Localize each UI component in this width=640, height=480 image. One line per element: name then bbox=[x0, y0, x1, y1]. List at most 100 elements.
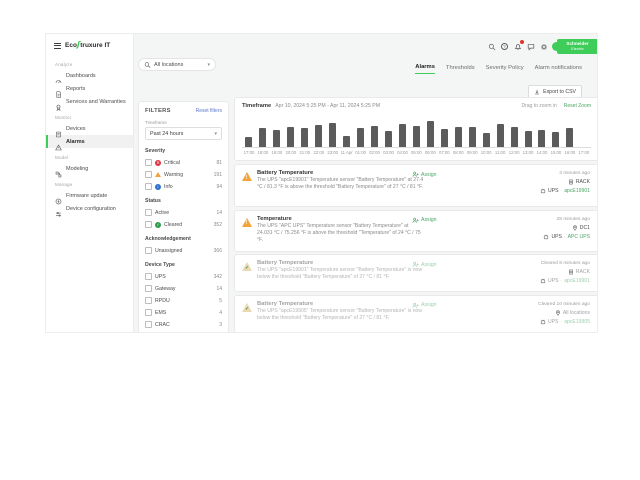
chart-bar bbox=[524, 131, 532, 147]
alarm-location: All locations bbox=[538, 310, 590, 316]
checkbox[interactable] bbox=[145, 221, 152, 228]
sidebar-item-devices[interactable]: Devices bbox=[46, 122, 133, 138]
alarm-row[interactable]: Battery Temperature The UPS "apcE19901" … bbox=[234, 254, 597, 292]
tab-alarm-notifications[interactable]: Alarm notifications bbox=[534, 65, 582, 71]
chart-bar bbox=[412, 126, 420, 147]
chart-column[interactable]: 18:00 bbox=[255, 113, 270, 155]
chart-column[interactable]: 11:00 bbox=[493, 113, 508, 155]
alarm-row[interactable]: Battery Temperature The UPS "apcE19905" … bbox=[234, 294, 597, 332]
assign-person-icon bbox=[412, 171, 419, 177]
chart-column[interactable]: 22:00 bbox=[311, 113, 326, 155]
tab-severity-policy[interactable]: Severity Policy bbox=[485, 65, 524, 71]
chart-column[interactable]: 09:00 bbox=[465, 113, 480, 155]
checkbox[interactable] bbox=[145, 209, 152, 216]
reset-filters-link[interactable]: Reset filters bbox=[195, 108, 222, 114]
rack-icon bbox=[568, 269, 574, 275]
chart-bar bbox=[468, 127, 476, 147]
timeframe-title: Timeframe bbox=[242, 103, 272, 109]
search-icon[interactable] bbox=[487, 42, 496, 51]
assign-button[interactable]: Assign bbox=[412, 261, 437, 268]
chart-column[interactable]: 23:00 bbox=[325, 113, 340, 155]
chart-column[interactable]: 08:00 bbox=[451, 113, 466, 155]
assign-button[interactable]: Assign bbox=[412, 302, 437, 309]
alarm-activity-chart[interactable]: 17:00 18:00 19:00 20:00 21:00 22:00 23:00 11 Ap… bbox=[242, 113, 591, 155]
checkbox[interactable] bbox=[145, 297, 152, 304]
chart-column[interactable]: 14:00 bbox=[535, 113, 549, 155]
filter-option-gateway: Gateway 14 bbox=[145, 285, 222, 292]
sidebar-item-modeling[interactable]: Modeling bbox=[46, 162, 133, 178]
filter-option-label: Gateway bbox=[155, 285, 176, 292]
checkbox[interactable] bbox=[145, 273, 152, 280]
chart-column[interactable]: 05:00 bbox=[409, 113, 424, 155]
sidebar-item-label: Reports bbox=[66, 85, 86, 92]
chart-column[interactable]: 11 Apr bbox=[339, 113, 354, 155]
chart-column[interactable]: 10:00 bbox=[479, 113, 494, 155]
sidebar-item-firmware-update[interactable]: Firmware update bbox=[46, 189, 133, 205]
chart-column[interactable]: 19:00 bbox=[269, 113, 284, 155]
assign-button[interactable]: Assign bbox=[412, 171, 437, 178]
chart-column[interactable]: 07:00 bbox=[437, 113, 452, 155]
alarm-device-link[interactable]: apcE19901 bbox=[564, 278, 590, 284]
ups-icon bbox=[540, 319, 546, 325]
sidebar-section-manage: Manage bbox=[55, 182, 73, 187]
notifications-bell-icon[interactable] bbox=[513, 40, 524, 51]
tab-alarms[interactable]: Alarms bbox=[415, 64, 435, 74]
location-selector[interactable]: All locations ▾ bbox=[138, 58, 216, 71]
checkbox[interactable] bbox=[145, 183, 152, 190]
chart-column[interactable]: 03:00 bbox=[381, 113, 396, 155]
reset-zoom-link[interactable]: Reset Zoom bbox=[563, 103, 591, 109]
app-header: Ecoʃtruxure IT bbox=[46, 34, 133, 55]
warning-icon bbox=[242, 172, 252, 181]
chart-column[interactable]: 20:00 bbox=[283, 113, 298, 155]
alarm-device-link[interactable]: apcE19901 bbox=[564, 188, 590, 194]
chart-column[interactable]: 17:00 bbox=[576, 113, 591, 155]
filter-option-label: Warning bbox=[164, 171, 184, 178]
checkbox[interactable] bbox=[145, 171, 152, 178]
chart-tick-label: 14:00 bbox=[536, 150, 548, 155]
alarm-device-link[interactable]: APC UPS bbox=[567, 233, 590, 240]
ups-icon bbox=[540, 278, 546, 284]
chart-column[interactable]: 02:00 bbox=[367, 113, 382, 155]
settings-gear-icon[interactable] bbox=[539, 42, 548, 51]
schneider-electric-logo[interactable]: Schneider Electric bbox=[557, 39, 597, 54]
checkbox[interactable] bbox=[145, 247, 152, 254]
checkbox[interactable] bbox=[145, 309, 152, 316]
assign-button[interactable]: Assign bbox=[412, 217, 437, 224]
chart-column[interactable]: 13:00 bbox=[521, 113, 536, 155]
chart-column[interactable]: 15:00 bbox=[548, 113, 563, 155]
alarm-location-label: All locations bbox=[562, 309, 590, 316]
menu-hamburger-icon[interactable] bbox=[54, 42, 61, 49]
checkbox[interactable] bbox=[145, 285, 152, 292]
sidebar-item-services-and-warranties[interactable]: Services and Warranties bbox=[46, 95, 133, 112]
chart-column[interactable]: 01:00 bbox=[353, 113, 368, 155]
chart-tick-label: 18:00 bbox=[257, 150, 269, 155]
separator: · bbox=[560, 278, 563, 284]
chevron-down-icon: ▾ bbox=[214, 130, 217, 137]
alarm-row[interactable]: Battery Temperature The UPS "apcE19901" … bbox=[234, 164, 597, 207]
alarm-row[interactable]: Temperature The UPS "APC UPS" Temperatur… bbox=[234, 209, 597, 252]
sidebar-item-alarms[interactable]: Alarms bbox=[46, 135, 133, 151]
chart-column[interactable]: 04:00 bbox=[395, 113, 410, 155]
filter-option-crac: CRAC 3 bbox=[145, 321, 222, 328]
checkbox[interactable] bbox=[145, 321, 152, 328]
tab-thresholds[interactable]: Thresholds bbox=[445, 65, 475, 71]
user-avatar[interactable] bbox=[552, 42, 561, 51]
chart-column[interactable]: 06:00 bbox=[423, 113, 438, 155]
sidebar-item-label: Device configuration bbox=[66, 205, 116, 212]
sidebar-item-dashboards[interactable]: Dashboards bbox=[46, 69, 133, 84]
chart-column[interactable]: 16:00 bbox=[562, 113, 577, 155]
filter-option-info: i Info 94 bbox=[145, 183, 222, 190]
filter-option-critical: ✕ Critical 81 bbox=[145, 159, 222, 166]
chart-column[interactable]: 12:00 bbox=[507, 113, 522, 155]
sidebar-item-reports[interactable]: Reports bbox=[46, 82, 133, 98]
help-icon[interactable]: ? bbox=[500, 42, 509, 51]
chart-column[interactable]: 17:00 bbox=[242, 113, 256, 155]
feedback-icon[interactable] bbox=[526, 42, 535, 51]
alarm-device-link[interactable]: apcE19905 bbox=[564, 318, 590, 325]
sidebar-item-device-configuration[interactable]: Device configuration bbox=[46, 202, 133, 217]
timeframe-select[interactable]: Past 24 hours ▾ bbox=[145, 127, 222, 140]
chart-column[interactable]: 21:00 bbox=[297, 113, 312, 155]
chart-bar bbox=[343, 136, 351, 147]
checkbox[interactable] bbox=[145, 159, 152, 166]
chart-tick-label: 20:00 bbox=[285, 150, 297, 155]
